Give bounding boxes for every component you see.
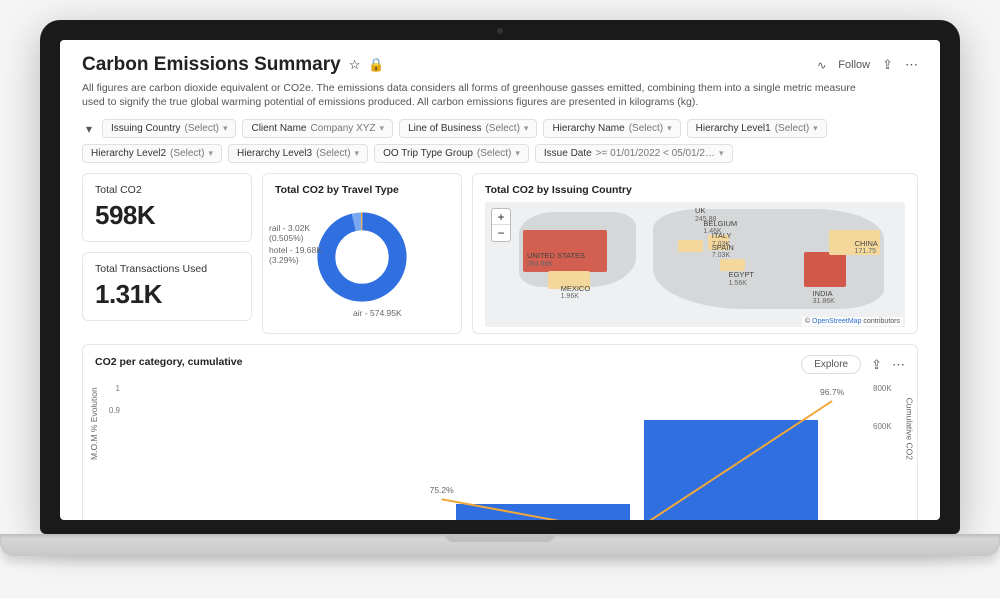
chevron-down-icon: ▾ [515,148,520,159]
lock-icon[interactable]: 🔒 [368,57,384,73]
map-viewport[interactable]: + − UNITED STATES294.86KMEXICO1.96KUK245… [485,202,905,327]
map-title: Total CO2 by Issuing Country [485,184,905,196]
donut-chart [315,210,409,304]
map-zoom-controls: + − [491,208,511,242]
map-attribution: © OpenStreetMap contributors [802,317,903,326]
filter-chip-label: Hierarchy Name [552,123,624,134]
chevron-down-icon: ▾ [209,148,214,159]
country-label-us: UNITED STATES294.86K [527,252,585,268]
filter-chip-value: (Select) [477,148,511,159]
chevron-down-icon: ▾ [719,148,724,159]
osm-link[interactable]: OpenStreetMap [812,318,861,325]
country-label-es: SPAIN7.03K [712,244,734,260]
page-title: Carbon Emissions Summary [82,54,341,76]
cumulative-card: CO2 per category, cumulative Explore ⇪ ⋯… [82,344,918,520]
map-zoom-out[interactable]: − [492,225,510,241]
filter-chip-value: >= 01/01/2022 < 05/01/2… [596,148,715,159]
country-label-cn: CHINA171.75 [855,240,878,256]
filter-chip[interactable]: Line of Business (Select) ▾ [399,119,537,138]
dashboard-screen: Carbon Emissions Summary ☆ 🔒 ∿ Follow ⇪ … [60,40,940,520]
total-co2-card: Total CO2 598K [82,173,252,242]
follow-button[interactable]: Follow [838,59,870,71]
country-label-mx: MEXICO1.96K [561,285,591,301]
filter-icon[interactable]: ▾ [82,122,96,136]
chart-more-icon[interactable]: ⋯ [892,357,905,373]
filter-chip-label: Issuing Country [111,123,180,134]
filter-chip-value: (Select) [485,123,519,134]
share-icon[interactable]: ⇪ [882,57,893,73]
total-tx-label: Total Transactions Used [95,263,239,275]
donut-title: Total CO2 by Travel Type [275,184,449,196]
page-description: All figures are carbon dioxide equivalen… [82,81,862,109]
filter-chip[interactable]: Hierarchy Name (Select) ▾ [543,119,680,138]
rss-icon: ∿ [817,59,826,72]
chevron-down-icon: ▾ [380,123,385,134]
more-icon[interactable]: ⋯ [905,57,918,73]
filter-chip-value: Company XYZ [311,123,376,134]
chevron-down-icon: ▾ [813,123,818,134]
filter-chip-label: Issue Date [544,148,592,159]
filter-chip-value: (Select) [629,123,663,134]
total-tx-card: Total Transactions Used 1.31K [82,252,252,321]
donut-card: Total CO2 by Travel Type rail - 3.02K (0… [262,173,462,334]
chevron-down-icon: ▾ [524,123,529,134]
heat-india [804,252,846,287]
filter-chip-value: (Select) [170,148,204,159]
filter-chip-label: Hierarchy Level1 [696,123,771,134]
map-card: Total CO2 by Issuing Country [472,173,918,334]
filter-chip[interactable]: Client Name Company XYZ ▾ [242,119,393,138]
laptop-frame: Carbon Emissions Summary ☆ 🔒 ∿ Follow ⇪ … [40,20,960,556]
filter-chip-label: Hierarchy Level3 [237,148,312,159]
right-axis-label: Cumulative CO2 [904,397,914,459]
star-icon[interactable]: ☆ [349,57,361,73]
filter-chip[interactable]: Issue Date >= 01/01/2022 < 05/01/2… ▾ [535,144,733,163]
chevron-down-icon: ▾ [355,148,360,159]
country-label-eg: EGYPT1.56K [729,271,754,287]
line-point-label: 96.7% [820,387,844,397]
heat-spain [678,240,703,253]
donut-segment-rail [326,222,397,293]
filter-chip[interactable]: Issuing Country (Select) ▾ [102,119,236,138]
filter-chip-value: (Select) [184,123,218,134]
camera-dot [497,28,503,34]
total-tx-value: 1.31K [95,279,239,310]
cumulative-chart: M.O.M % Evolution Cumulative CO2 1 0.9 8… [95,382,905,520]
filter-chip[interactable]: Hierarchy Level2 (Select) ▾ [82,144,222,163]
right-axis-ticks: 800K 600K [869,382,905,519]
filter-chip-value: (Select) [316,148,350,159]
filter-bar: ▾ Issuing Country (Select)▾Client Name C… [82,119,918,163]
filter-chip-value: (Select) [775,123,809,134]
country-label-in: INDIA31.86K [813,290,835,306]
total-co2-value: 598K [95,200,239,231]
donut-label-hotel: hotel - 19.68K (3.29%) [269,246,329,265]
filter-chip-label: Hierarchy Level2 [91,148,166,159]
filter-chip[interactable]: Hierarchy Level3 (Select) ▾ [228,144,368,163]
chevron-down-icon: ▾ [223,123,228,134]
cumulative-line [138,386,861,520]
left-axis-ticks: 1 0.9 [96,382,126,519]
filter-chip-label: Line of Business [408,123,481,134]
screen-bezel: Carbon Emissions Summary ☆ 🔒 ∿ Follow ⇪ … [40,20,960,534]
filter-chip-label: Client Name [251,123,306,134]
cumulative-title: CO2 per category, cumulative [95,356,242,368]
explore-button[interactable]: Explore [801,355,861,374]
filter-chip-label: OO Trip Type Group [383,148,473,159]
line-point-label: 75.2% [430,485,454,495]
total-co2-label: Total CO2 [95,184,239,196]
donut-label-air: air - 574.95K [353,309,402,318]
map-zoom-in[interactable]: + [492,209,510,225]
filter-chip[interactable]: Hierarchy Level1 (Select) ▾ [687,119,827,138]
filter-chip[interactable]: OO Trip Type Group (Select) ▾ [374,144,529,163]
summary-row: Total CO2 598K Total Transactions Used 1… [82,173,918,334]
chevron-down-icon: ▾ [667,123,672,134]
page-header: Carbon Emissions Summary ☆ 🔒 ∿ Follow ⇪ … [82,54,918,76]
laptop-base [0,534,1000,556]
share-chart-icon[interactable]: ⇪ [871,357,882,373]
donut-label-rail: rail - 3.02K (0.505%) [269,224,329,243]
